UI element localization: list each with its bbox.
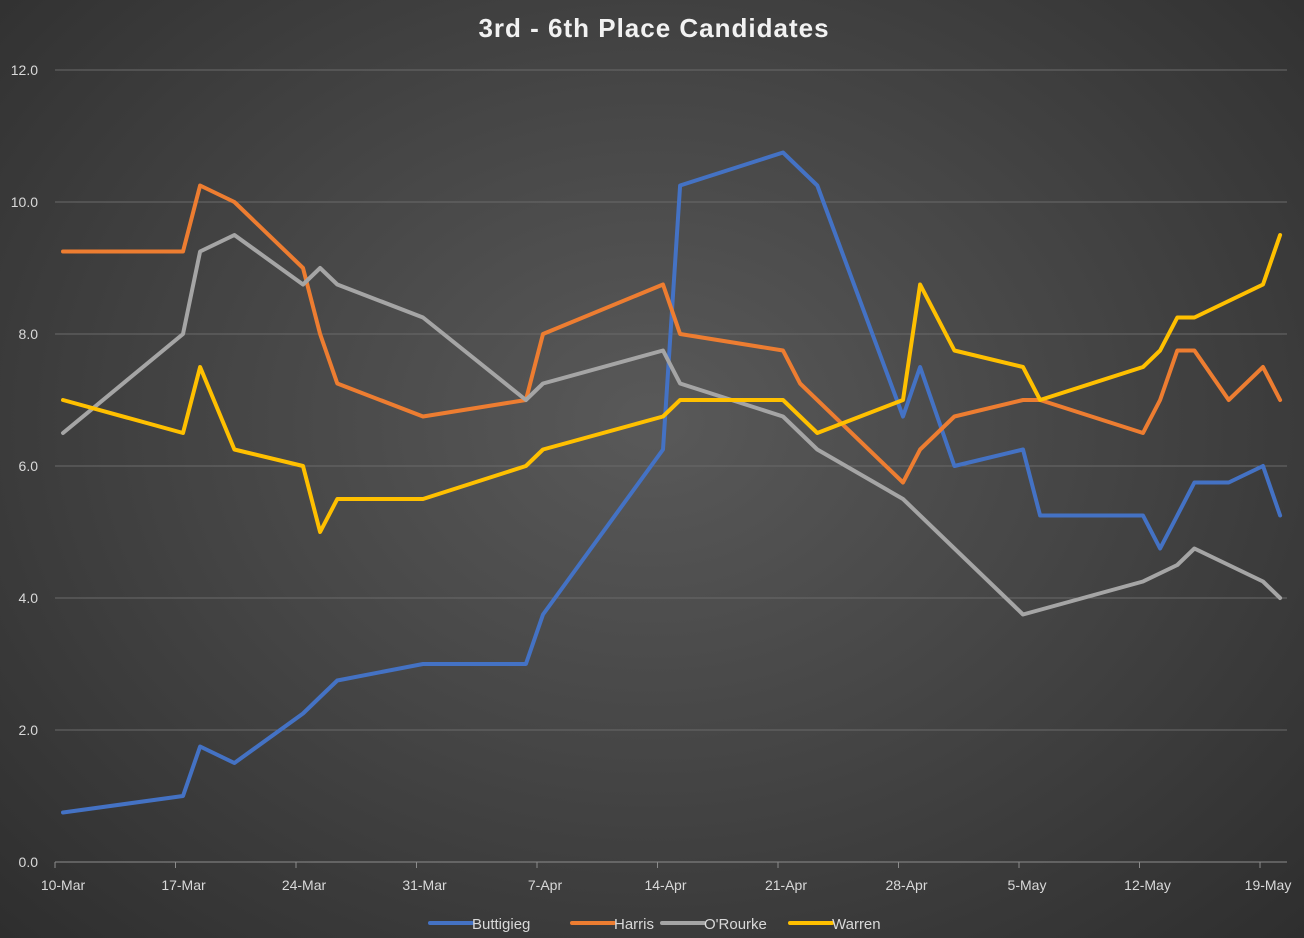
legend-label: O'Rourke <box>704 916 767 933</box>
x-tick-label: 28-Apr <box>885 877 927 893</box>
x-tick-label: 17-Mar <box>161 877 206 893</box>
legend-label: Harris <box>614 916 654 933</box>
x-tick-label: 10-Mar <box>41 877 86 893</box>
y-tick-label: 2.0 <box>19 722 39 738</box>
series-lines <box>61 150 1283 815</box>
chart-title: 3rd - 6th Place Candidates <box>478 13 829 43</box>
series-line-warren <box>61 233 1283 534</box>
legend-label: Buttigieg <box>472 916 530 933</box>
y-tick-label: 12.0 <box>11 62 38 78</box>
x-tick-label: 14-Apr <box>644 877 686 893</box>
x-tick-label: 31-Mar <box>402 877 447 893</box>
x-tick-label: 21-Apr <box>765 877 807 893</box>
x-tick-label: 5-May <box>1008 877 1047 893</box>
y-axis-ticks: 0.0 2.0 4.0 6.0 8.0 10.0 12.0 <box>11 62 38 870</box>
x-tick-label: 24-Mar <box>282 877 327 893</box>
x-tick-label: 19-May <box>1245 877 1292 893</box>
x-tick-label: 12-May <box>1124 877 1171 893</box>
y-tick-label: 8.0 <box>19 326 39 342</box>
y-tick-label: 0.0 <box>19 854 39 870</box>
y-tick-label: 4.0 <box>19 590 39 606</box>
gridlines <box>55 69 1287 863</box>
legend: Buttigieg Harris O'Rourke Warren <box>428 916 881 933</box>
x-axis-ticks: 10-Mar 17-Mar 24-Mar 31-Mar 7-Apr 14-Apr 21-Ap… <box>41 862 1292 893</box>
legend-label: Warren <box>832 916 881 933</box>
x-tick-label: 7-Apr <box>528 877 563 893</box>
series-line-buttigieg <box>61 150 1283 815</box>
y-tick-label: 10.0 <box>11 194 38 210</box>
y-tick-label: 6.0 <box>19 458 39 474</box>
